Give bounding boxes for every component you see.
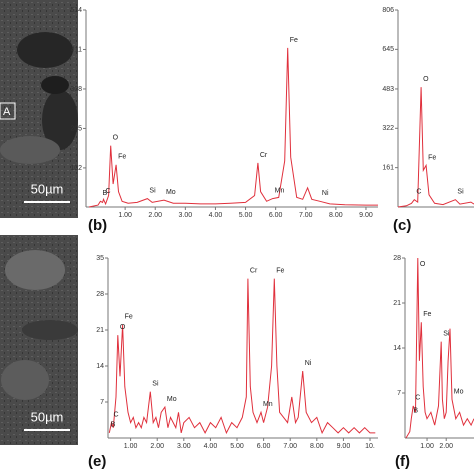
y-tick-label: 411 <box>71 46 82 53</box>
peak-label: B <box>111 422 116 429</box>
y-tick-label: 35 <box>96 255 104 262</box>
y-tick-label: 322 <box>382 125 394 132</box>
y-tick-label: 14 <box>96 363 104 370</box>
x-tick-label: 5.00 <box>239 212 253 219</box>
x-tick-label: 3.00 <box>179 212 193 219</box>
sem-feature <box>0 136 60 164</box>
y-tick-label: 102 <box>70 165 82 172</box>
y-tick-label: 28 <box>393 255 401 262</box>
y-tick-label: 806 <box>382 7 394 14</box>
peak-label: C <box>415 395 420 402</box>
sem-feature <box>17 32 73 68</box>
sem-image-top: A 50µm <box>0 0 78 218</box>
peak-label: Si <box>152 381 159 388</box>
region-label: A <box>3 106 11 118</box>
peak-label: O <box>120 324 126 331</box>
x-tick-label: 4.00 <box>204 443 218 450</box>
peak-label: O <box>423 76 429 83</box>
peak-label: Fe <box>428 154 436 161</box>
x-tick-label: 7.00 <box>299 212 313 219</box>
spectrum-line <box>108 278 376 435</box>
peak-label: Fe <box>118 154 126 161</box>
x-tick-label: 8.00 <box>310 443 324 450</box>
peak-label: Ni <box>305 360 312 367</box>
scale-bar-label: 50µm <box>31 409 64 424</box>
peak-label: Mn <box>263 401 273 408</box>
peak-label: Ni <box>322 190 329 197</box>
x-tick-label: 6.00 <box>257 443 271 450</box>
x-tick-label: 9.00 <box>359 212 373 219</box>
sem-feature <box>41 76 69 94</box>
x-tick-label: 7.00 <box>283 443 297 450</box>
x-tick-label: 1.00 <box>124 443 138 450</box>
y-tick-label: 28 <box>96 291 104 298</box>
panel-label: (f) <box>395 453 410 470</box>
peak-label: Fe <box>423 311 431 318</box>
x-tick-label: 2.00 <box>150 443 164 450</box>
peak-label: B <box>102 190 107 197</box>
peak-label: Cr <box>250 267 258 274</box>
x-tick-label: 4.00 <box>209 212 223 219</box>
y-tick-label: 205 <box>70 125 82 132</box>
x-tick-label: 6.00 <box>269 212 283 219</box>
y-tick-label: 21 <box>393 300 401 307</box>
peak-label: Fe <box>290 37 298 44</box>
peak-label: Si <box>443 330 450 337</box>
scale-bar-label: 50µm <box>31 181 64 196</box>
region-box <box>0 102 16 120</box>
peak-label: C <box>416 189 421 196</box>
y-tick-label: 7 <box>100 399 104 406</box>
x-tick-label: 10. <box>365 443 375 450</box>
sem-feature <box>22 320 78 340</box>
sem-feature <box>5 250 65 290</box>
x-tick-label: 5.00 <box>230 443 244 450</box>
sem-feature <box>1 360 49 400</box>
peak-label: C <box>113 411 118 418</box>
panel-label: (c) <box>393 217 411 234</box>
panel-label: (b) <box>88 217 107 234</box>
x-tick-label: 9.00 <box>337 443 351 450</box>
y-tick-label: 14 <box>393 345 401 352</box>
peak-label: Mo <box>454 388 464 395</box>
peak-label: O <box>113 135 119 142</box>
sem-feature <box>42 90 78 150</box>
peak-label: Si <box>457 189 464 196</box>
peak-label: Mo <box>166 189 176 196</box>
y-tick-label: 514 <box>70 7 82 14</box>
peak-label: O <box>420 261 426 268</box>
x-tick-label: 1.00 <box>118 212 132 219</box>
y-tick-label: 7 <box>397 390 401 397</box>
x-tick-label: 2.00 <box>439 443 453 450</box>
y-tick-label: 308 <box>70 86 82 93</box>
peak-label: Fe <box>276 267 284 274</box>
peak-label: Fe <box>125 314 133 321</box>
y-tick-label: 645 <box>382 46 394 53</box>
spectrum-line <box>397 87 474 208</box>
sem-image-bottom: 50µm <box>0 235 78 445</box>
spectrum-line <box>405 257 474 439</box>
peak-label: B <box>413 408 418 415</box>
peak-label: Cr <box>260 152 268 159</box>
peak-label: C <box>105 188 110 195</box>
peak-label: Mn <box>275 187 285 194</box>
y-tick-label: 21 <box>96 327 104 334</box>
x-tick-label: 8.00 <box>329 212 343 219</box>
peak-label: Mo <box>167 396 177 403</box>
spectrum-line <box>88 47 378 208</box>
peak-label: Si <box>149 187 156 194</box>
x-tick-label: 2.00 <box>148 212 162 219</box>
x-tick-label: 3.00 <box>177 443 191 450</box>
y-tick-label: 483 <box>382 86 394 93</box>
panel-label: (e) <box>88 453 106 470</box>
y-tick-label: 161 <box>382 164 394 171</box>
x-tick-label: 1.00 <box>420 443 434 450</box>
